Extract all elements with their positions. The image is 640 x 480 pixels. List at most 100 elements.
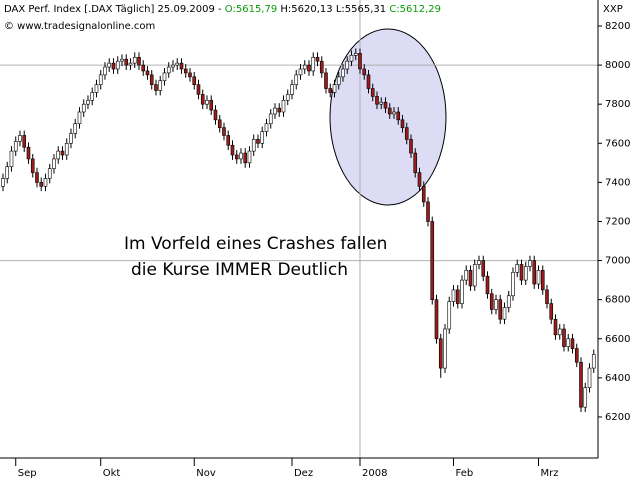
candle-body [579,361,583,408]
candle-body [549,303,554,320]
candle-body [43,178,48,187]
candle-body [502,307,507,320]
y-tick-label: 7000 [605,256,630,267]
candle-body [562,328,566,347]
candle-body [234,154,239,160]
candle-body [115,60,120,70]
candle-body [353,53,358,56]
candle-body [281,99,286,113]
candle-body [209,99,214,111]
candle-body [128,62,133,66]
candle-body [77,111,82,125]
candle-body [447,301,452,330]
candle-body [183,68,188,74]
y-tick-label: 6800 [605,295,630,306]
candle-body [179,62,184,70]
annotation: die Kurse IMMER Deutlich [131,260,348,280]
candle-body [56,150,61,160]
candle-body [545,289,549,304]
candle-body [375,96,379,105]
candle-body [489,293,494,310]
header-close: C:5612,29 [389,4,441,15]
candle-body [383,101,388,109]
candle-body [81,103,86,113]
candle-body [434,299,439,340]
candle-body [39,182,44,187]
candle-body [396,111,401,121]
candle-body [149,74,154,85]
candle-body [591,354,596,369]
candle-body [60,150,65,156]
candle-body [213,109,218,121]
candle-body [481,260,486,277]
candle-body [370,88,375,97]
candle-body [540,270,545,291]
x-tick-label: 2008 [362,468,387,479]
candle-body [145,70,150,76]
candle-body [451,289,456,302]
candle-body [307,64,311,72]
candle-body [124,58,129,66]
candle-body [230,144,235,156]
candle-body [328,88,333,93]
header-text: DAX Perf. Index [.DAX Täglich] 25.09.200… [4,4,222,15]
candle-body [362,68,367,76]
candle-body [200,94,205,105]
candle-body [302,64,307,70]
candle-body [196,84,201,95]
candle-body [511,271,515,297]
candle-body [477,260,481,265]
candle-body [69,133,73,144]
candle-body [137,56,141,66]
candle-body [553,318,558,336]
candle-body [94,84,99,93]
candle-body [162,72,167,82]
candle-body [86,99,90,105]
candle-body [566,338,571,347]
candle-body [47,168,52,179]
candle-body [519,264,524,281]
candle-body [528,260,532,267]
candle-body [90,92,95,101]
candle-body [426,201,430,222]
y-tick-label: 8200 [605,21,630,32]
candle-body [570,338,575,349]
candle-body [366,74,371,89]
candle-body [438,338,443,369]
candle-body [404,127,409,140]
candle-body [532,260,537,285]
candle-body [111,62,116,70]
candle-body [171,64,175,68]
candle-body [349,55,354,62]
candle-body [319,60,324,74]
y-tick-label: 6400 [605,373,630,384]
y-tick-label: 7600 [605,138,630,149]
annotation: Im Vorfeld eines Crashes fallen [124,234,387,254]
candle-body [392,111,396,115]
candle-body [468,270,473,287]
candle-body [443,328,447,369]
x-tick-label: Okt [103,468,121,479]
candle-body [387,107,392,115]
candle-body [506,295,511,308]
candle-body [1,178,5,187]
candle-body [324,72,328,89]
candle-body [26,146,31,160]
candle-body [472,264,477,287]
candle-body [294,74,299,85]
y-tick-label: 8000 [605,60,630,71]
candle-body [485,275,490,295]
candle-body [400,119,405,128]
candle-body [498,299,503,320]
y-tick-label: 7200 [605,216,630,227]
candle-body [455,289,460,304]
y-tick-label: 7800 [605,99,630,110]
candle-body [285,94,290,101]
candle-body [73,123,78,134]
candle-body [277,107,282,113]
candle-body [247,150,252,164]
x-tick-label: Nov [196,468,216,479]
candle-body [256,139,260,144]
